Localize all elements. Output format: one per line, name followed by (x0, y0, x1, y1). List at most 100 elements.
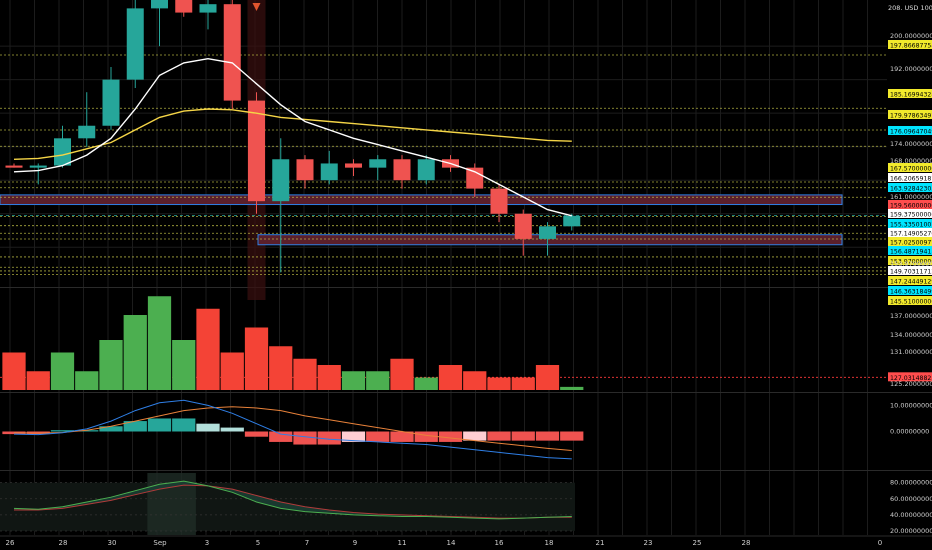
candle[interactable] (539, 226, 556, 239)
price-label-text: 185.16994328 (890, 92, 932, 99)
volume-bar[interactable] (293, 358, 317, 390)
price-label[interactable]: 167.57000000 (888, 163, 932, 173)
price-label[interactable]: 153.97000000 (888, 256, 932, 266)
candle[interactable] (417, 159, 435, 181)
price-label-box (888, 209, 932, 218)
volume-bar[interactable] (147, 296, 172, 390)
price-label[interactable]: 157.14905270 (888, 228, 932, 238)
volume-bar[interactable] (2, 352, 26, 391)
volume-bar[interactable] (50, 352, 75, 391)
volume-bar[interactable] (341, 371, 366, 390)
volume-bar[interactable] (244, 327, 269, 391)
price-label[interactable]: 146.36318499 (888, 286, 932, 296)
candle[interactable] (151, 0, 168, 9)
volume-bar[interactable] (196, 308, 220, 390)
price-label[interactable]: 156.48719415 (888, 246, 932, 256)
candle[interactable] (175, 0, 193, 13)
price-label[interactable]: 197.86687754 (888, 40, 932, 50)
price-label[interactable]: 176.09647049 (888, 126, 932, 136)
time-axis-label: 28 (742, 539, 751, 547)
volume-bar[interactable] (26, 371, 50, 390)
candles[interactable] (5, 0, 581, 273)
price-label-text: 159.56000000 (890, 203, 932, 210)
volume-bar[interactable] (511, 377, 535, 391)
time-axis-label: 18 (545, 539, 554, 547)
candle[interactable] (102, 79, 120, 126)
price-label[interactable]: 159.37500000 (888, 209, 932, 219)
volume-bar[interactable] (438, 365, 463, 390)
macd-histogram-bar (560, 431, 584, 441)
price-label[interactable]: 147.24449129 (888, 276, 932, 286)
macd-pane[interactable] (2, 399, 584, 460)
price-label[interactable]: 185.16994328 (888, 89, 932, 99)
volume-bar[interactable] (487, 377, 511, 391)
time-axis-label: 7 (305, 539, 309, 547)
price-label-text: 157.14905270 (890, 231, 932, 238)
candle[interactable] (223, 4, 241, 101)
volume-bar[interactable] (463, 371, 487, 390)
macd-axis-tick: 0.00000000 (890, 428, 929, 436)
candle[interactable] (490, 188, 508, 214)
candle[interactable] (126, 8, 144, 80)
candle[interactable] (345, 163, 362, 168)
candle[interactable] (54, 138, 71, 166)
price-label-box (888, 40, 932, 49)
sell-marker-icon (252, 3, 261, 11)
price-label-box (888, 276, 932, 285)
price-label[interactable]: 145.51000000 (888, 296, 932, 306)
candle[interactable] (272, 159, 290, 202)
volume-bar[interactable] (99, 340, 123, 390)
candle[interactable] (466, 167, 484, 189)
price-label[interactable]: 166.20659187 (888, 173, 932, 183)
volume-label-box (888, 372, 932, 382)
time-axis[interactable]: 26 28 30 Sep 3 5 7 9 11 14 16 18 21 23 25 28 0 (6, 539, 883, 547)
volume-bar[interactable] (390, 358, 414, 390)
volume-bar[interactable] (123, 315, 147, 390)
macd-histogram-bar (50, 430, 75, 432)
price-label[interactable]: 159.56000000 (888, 200, 932, 210)
time-axis-label: 3 (205, 539, 209, 547)
candle[interactable] (393, 159, 411, 181)
volume-bar[interactable] (269, 346, 293, 390)
candle[interactable] (199, 4, 217, 13)
volume-bar[interactable] (172, 340, 196, 390)
price-label[interactable]: 163.92842303 (888, 183, 932, 193)
price-axis-tick: 134.0000000 (890, 331, 932, 339)
candle[interactable] (29, 165, 47, 168)
macd-histogram-bar (172, 418, 196, 432)
volume-bar[interactable] (220, 352, 244, 391)
volume-bars[interactable] (2, 296, 584, 391)
price-label[interactable]: 157.02500977 (888, 237, 932, 247)
price-label-text: 146.36318499 (890, 289, 932, 296)
panes (0, 0, 887, 535)
volume-bar[interactable] (560, 386, 584, 390)
price-label[interactable]: 149.70311712 (888, 266, 932, 276)
price-axis-labels[interactable]: 197.86687754 185.16994328 179.97863497 176.… (888, 40, 932, 382)
candle[interactable] (5, 165, 23, 168)
volume-bar[interactable] (75, 371, 99, 390)
volume-bar[interactable] (414, 377, 438, 391)
time-axis-label: 11 (398, 539, 407, 547)
price-label[interactable]: 179.97863497 (888, 110, 932, 120)
macd-histogram-bar (244, 431, 269, 437)
candle[interactable] (296, 159, 314, 181)
price-label[interactable]: 155.33501007 (888, 219, 932, 229)
stochastic-pane[interactable] (0, 473, 575, 535)
volume-bar[interactable] (366, 371, 390, 390)
resistance-zone[interactable] (0, 194, 843, 206)
volume-bar[interactable] (535, 365, 560, 390)
macd-line (13, 399, 572, 460)
price-label-box (888, 256, 932, 265)
price-axis-tick: 192.0000000 (890, 65, 932, 73)
macd-histogram-bar (269, 431, 293, 442)
candle[interactable] (369, 159, 387, 168)
volume-bar[interactable] (317, 365, 341, 390)
candle[interactable] (78, 125, 96, 139)
candle[interactable] (248, 100, 265, 202)
candle[interactable] (320, 163, 338, 181)
volume-label[interactable]: 127.03148823 (888, 372, 932, 382)
candle[interactable] (514, 213, 532, 239)
candle[interactable] (563, 215, 581, 227)
